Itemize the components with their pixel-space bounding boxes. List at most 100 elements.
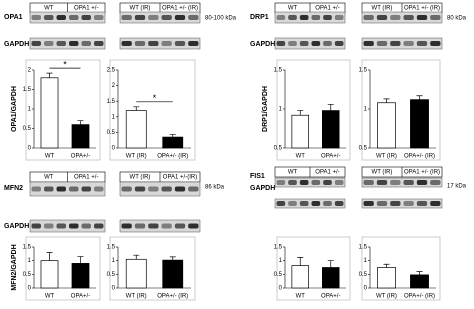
size-label: 80-100 kDa	[205, 16, 237, 22]
blot-band	[44, 15, 54, 20]
bar	[410, 99, 429, 149]
significance-mark: *	[153, 93, 157, 103]
blot-band	[376, 201, 388, 206]
blot-band	[188, 15, 199, 20]
bar	[40, 260, 59, 289]
loading-label: GAPDH	[4, 223, 29, 230]
lane-label: OPA1 +/- (IR)	[404, 170, 440, 176]
plot-frame	[25, 59, 101, 161]
error-bar	[297, 257, 304, 266]
blot-band	[69, 186, 79, 192]
y-tick-label: 0	[279, 286, 283, 292]
lane-label: OPA1 +/- (IR)	[162, 6, 198, 12]
y-tick-label: 1	[279, 107, 283, 113]
plot-frame	[276, 236, 351, 301]
blot-band	[134, 223, 146, 229]
lane-label: OPA1 +/-	[315, 170, 339, 176]
blot-band	[311, 41, 321, 46]
y-tick-label: 1.5	[359, 245, 368, 251]
blot-band	[288, 41, 297, 46]
blot-membrane	[29, 11, 106, 24]
blot-band	[134, 186, 146, 192]
plot-frame	[109, 59, 196, 161]
blot-band	[44, 223, 54, 229]
y-tick-label: 1.5	[359, 68, 368, 74]
blot-band	[69, 15, 79, 20]
y-tick-label: 0.5	[23, 126, 32, 132]
bar	[162, 136, 184, 149]
x-tick-label: WT	[296, 294, 306, 300]
x-tick-label: OPA+/- (IR)	[404, 154, 435, 160]
blot-band	[334, 15, 344, 20]
blot-band	[403, 41, 414, 46]
y-tick-label: 2.5	[107, 68, 116, 74]
blot-band	[416, 15, 428, 20]
blot-membrane	[274, 198, 346, 209]
size-label: 86 kDa	[205, 185, 225, 191]
lane-label: WT	[44, 175, 54, 181]
bar	[162, 259, 184, 289]
plot-frame	[109, 236, 196, 301]
blot-band	[288, 201, 297, 206]
y-tick-label: 1	[364, 107, 368, 113]
blot-band	[134, 15, 146, 20]
blot-band	[44, 186, 54, 192]
lane-label: OPA1 +/-	[315, 6, 339, 12]
blot-band	[31, 41, 41, 46]
blot-band	[311, 201, 321, 206]
error-bar	[46, 252, 53, 261]
x-tick-label: WT (IR)	[376, 294, 397, 300]
blot-band	[430, 15, 441, 20]
x-tick-label: OPA+/- (IR)	[157, 294, 188, 300]
y-tick-label: 1.5	[274, 68, 283, 74]
lane-label: WT (IR)	[372, 170, 393, 176]
y-tick-label: 0.5	[359, 272, 368, 278]
plot-frame	[25, 236, 101, 301]
blot-band	[69, 41, 79, 46]
blot-membrane	[29, 219, 106, 233]
bar	[125, 110, 147, 149]
y-tick-label: 0.5	[107, 130, 116, 136]
blot-band	[288, 15, 297, 20]
blot-band	[56, 15, 66, 20]
blot-band	[81, 41, 91, 46]
blot-band	[161, 15, 172, 20]
y-tick-label: 1.5	[107, 99, 116, 105]
plot-frame	[361, 236, 441, 301]
error-bar	[169, 256, 176, 261]
blot-band	[390, 180, 401, 185]
blot-band	[188, 223, 199, 229]
blot-band	[31, 223, 41, 229]
plot-frame	[276, 59, 351, 161]
blot-band	[299, 201, 309, 206]
blot-band	[334, 180, 344, 185]
y-tick-label: 1	[28, 258, 32, 264]
lane-label: WT (IR)	[130, 175, 151, 181]
blot-band	[56, 41, 66, 46]
blot-band	[161, 186, 172, 192]
protein-label: DRP1	[250, 14, 269, 21]
blot-band	[94, 186, 104, 192]
y-tick-label: 0.5	[23, 272, 32, 278]
y-tick-label: 1.5	[23, 87, 32, 93]
blot-membrane	[361, 37, 443, 50]
y-tick-label: 1	[28, 107, 32, 113]
y-axis-label: DRP1/GAPDH	[262, 86, 269, 132]
loading-label: GAPDH	[250, 185, 275, 192]
blot-membrane	[274, 177, 346, 188]
size-label: 17 kDa	[447, 184, 467, 190]
blot-band	[148, 186, 159, 192]
blot-band	[276, 41, 286, 46]
error-bar	[169, 134, 176, 138]
lane-label: WT	[288, 6, 298, 12]
x-tick-label: WT (IR)	[376, 154, 397, 160]
blot-band	[334, 41, 344, 46]
lane-label: OPA1 +/- (IR)	[404, 6, 440, 12]
blot-band	[121, 186, 132, 192]
lane-label: WT (IR)	[372, 6, 393, 12]
blot-band	[390, 41, 401, 46]
lane-label: OPA1 +/-	[74, 175, 98, 181]
blot-band	[363, 15, 374, 20]
y-tick-label: 0.5	[274, 146, 283, 152]
